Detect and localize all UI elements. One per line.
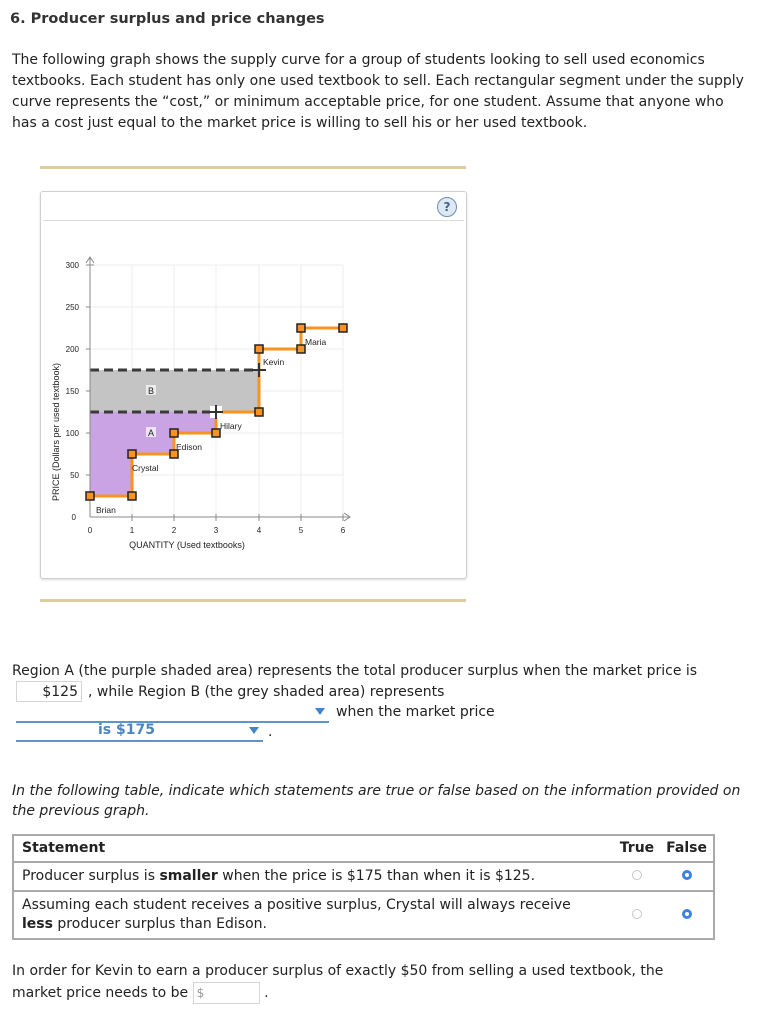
- svg-text:3: 3: [214, 526, 219, 535]
- supply-chart: 300 250 200 150 100 50 0 0 1 2 3 4 5 6 Q…: [51, 256, 351, 550]
- market-price-input[interactable]: $: [192, 982, 260, 1004]
- svg-text:50: 50: [70, 471, 79, 480]
- q1-text-after: when the market price: [336, 704, 495, 720]
- q3-end-punct: .: [264, 985, 269, 1001]
- header-statement: Statement: [13, 834, 614, 862]
- statement-text: producer surplus than Edison.: [52, 916, 267, 932]
- q1-end-punct: .: [268, 724, 273, 740]
- svg-text:6: 6: [341, 526, 346, 535]
- svg-text:Brian: Brian: [96, 505, 116, 515]
- svg-text:Kevin: Kevin: [263, 357, 285, 367]
- region-a-label: A: [148, 428, 154, 438]
- drag-handles[interactable]: [209, 363, 266, 419]
- chevron-down-icon: [249, 727, 259, 734]
- svg-text:0: 0: [88, 526, 93, 535]
- svg-text:250: 250: [66, 303, 80, 312]
- svg-text:5: 5: [299, 526, 304, 535]
- table-row: Assuming each student receives a positiv…: [13, 890, 714, 939]
- surplus-dropdown[interactable]: [16, 703, 329, 723]
- svg-text:300: 300: [66, 261, 80, 270]
- intro-paragraph: The following graph shows the supply cur…: [12, 52, 744, 131]
- statement-text: Assuming each student receives a positiv…: [22, 897, 571, 913]
- region-a-label-bg: [146, 427, 156, 437]
- true-false-table: Statement True False Producer surplus is…: [12, 834, 715, 940]
- svg-text:100: 100: [66, 429, 80, 438]
- y-axis-label: PRICE (Dollars per used textbook): [51, 363, 61, 501]
- table-instructions: In the following table, indicate which s…: [12, 783, 741, 819]
- region-b-label: B: [148, 386, 154, 396]
- svg-text:2: 2: [172, 526, 177, 535]
- supply-points: [85, 323, 348, 501]
- table-row: Producer surplus is smaller when the pri…: [13, 861, 714, 891]
- false-cell: [660, 861, 714, 891]
- region-b: [90, 370, 259, 412]
- q3-text: In order for Kevin to earn a producer su…: [12, 963, 664, 1001]
- region-b-label-bg: [146, 385, 156, 395]
- radio-false-selected[interactable]: [681, 908, 692, 919]
- answer-price-box[interactable]: $125: [16, 681, 82, 702]
- radio-true[interactable]: [631, 908, 642, 919]
- q1-text-middle: , while Region B (the grey shaded area) …: [88, 684, 445, 700]
- statement-text: Producer surplus is: [22, 868, 160, 884]
- svg-text:0: 0: [72, 513, 77, 522]
- bottom-divider: [40, 599, 466, 602]
- statement-emphasis: less: [22, 916, 53, 932]
- svg-text:Maria: Maria: [305, 337, 327, 347]
- chevron-down-icon: [315, 708, 325, 715]
- radio-false-selected[interactable]: [681, 870, 692, 880]
- statement-emphasis: smaller: [159, 868, 218, 884]
- svg-text:Edison: Edison: [176, 442, 202, 452]
- true-cell: [613, 861, 661, 891]
- header-false: False: [660, 834, 714, 862]
- table-header-row: Statement True False: [13, 834, 714, 862]
- statement-text: when the price is $175 than when it is $…: [217, 868, 536, 884]
- question-title: 6. Producer surplus and price changes: [10, 11, 325, 27]
- header-true: True: [613, 834, 661, 862]
- svg-text:150: 150: [66, 387, 80, 396]
- x-tick-labels: 0 1 2 3 4 5 6: [88, 526, 346, 535]
- svg-text:Crystal: Crystal: [132, 463, 159, 473]
- x-axis-label: QUANTITY (Used textbooks): [129, 540, 245, 550]
- q1-text-before: Region A (the purple shaded area) repres…: [12, 663, 698, 679]
- svg-text:4: 4: [257, 526, 262, 535]
- false-cell: [660, 890, 714, 939]
- panel-header-divider: [43, 220, 464, 221]
- q3-paragraph: In order for Kevin to earn a producer su…: [12, 961, 712, 1004]
- price-dropdown-value: is $175: [98, 722, 155, 738]
- svg-text:200: 200: [66, 345, 80, 354]
- help-icon[interactable]: ?: [437, 197, 457, 217]
- axes: [85, 256, 351, 522]
- true-cell: [613, 890, 661, 939]
- student-labels: Brian Crystal Edison Hilary Kevin Maria: [96, 337, 327, 515]
- statement-cell: Assuming each student receives a positiv…: [13, 890, 614, 939]
- top-divider: [40, 166, 466, 169]
- statement-cell: Producer surplus is smaller when the pri…: [13, 861, 614, 891]
- y-tick-labels: 300 250 200 150 100 50 0: [66, 261, 80, 522]
- radio-true[interactable]: [631, 870, 642, 880]
- price-dropdown[interactable]: is $175: [16, 722, 263, 742]
- svg-text:1: 1: [130, 526, 135, 535]
- svg-text:Hilary: Hilary: [220, 421, 242, 431]
